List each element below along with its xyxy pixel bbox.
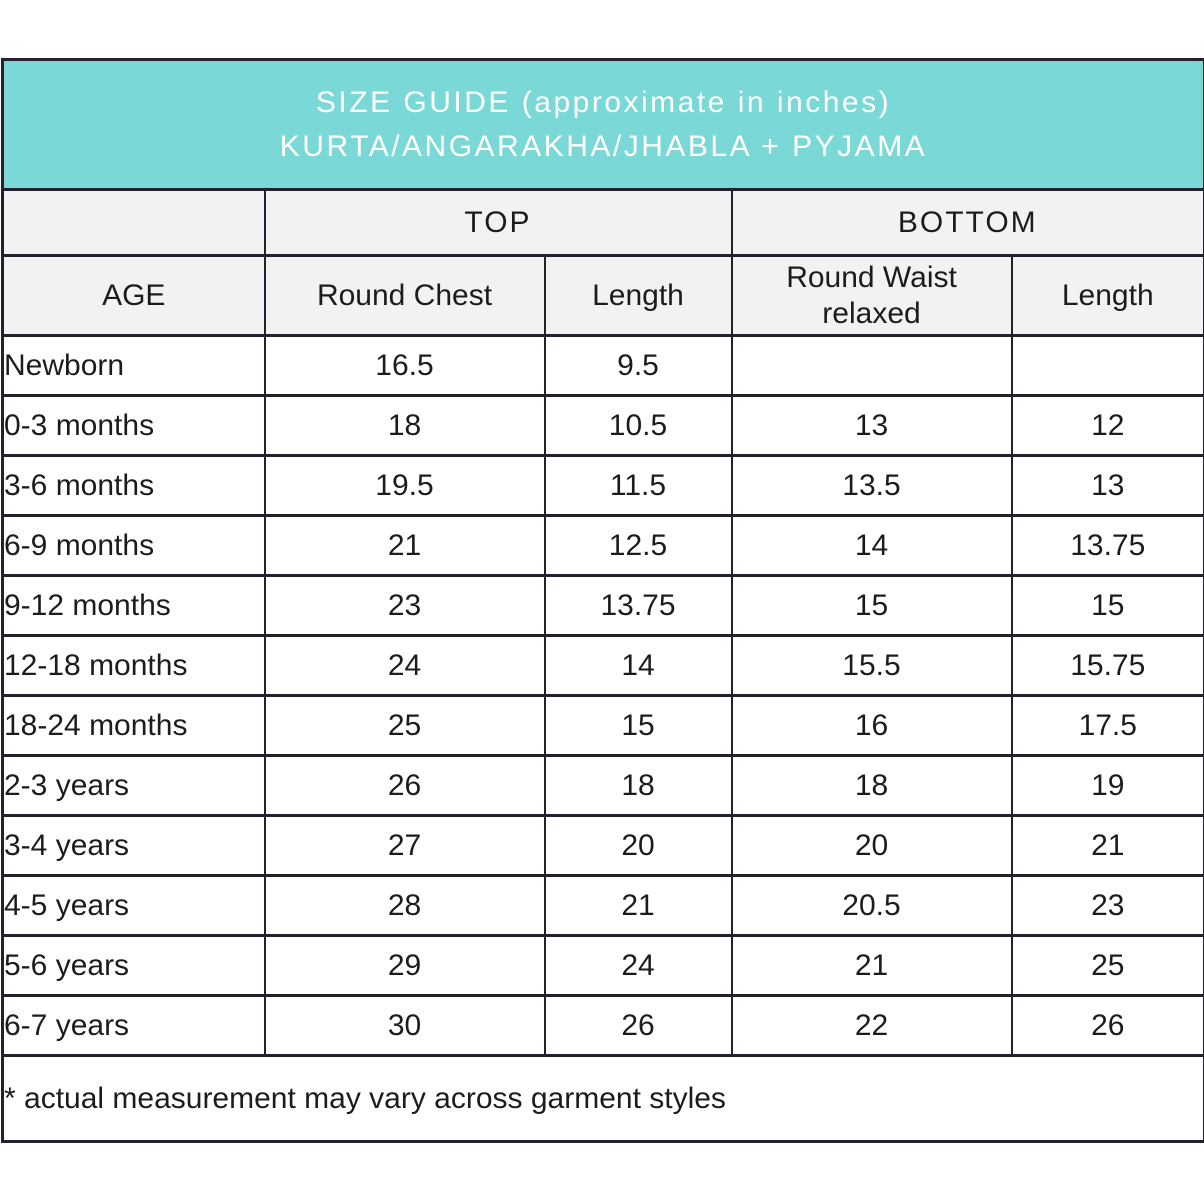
top-length-cell: 24 <box>543 934 733 997</box>
top-length-cell: 11.5 <box>543 454 733 517</box>
table-row-4-5-years: 4-5 years 28 21 20.5 23 <box>1 874 1204 937</box>
age-cell: 3-4 years <box>1 814 266 877</box>
age-cell: 9-12 months <box>1 574 266 637</box>
top-length-cell: 14 <box>543 634 733 697</box>
title-banner-row: SIZE GUIDE (approximate in inches) KURTA… <box>1 58 1204 191</box>
round-waist-cell: 13 <box>730 394 1013 457</box>
column-group-row: TOP BOTTOM <box>1 188 1204 257</box>
bottom-length-cell: 26 <box>1010 994 1204 1057</box>
top-length-cell: 13.75 <box>543 574 733 637</box>
round-chest-cell: 27 <box>263 814 546 877</box>
table-title: SIZE GUIDE (approximate in inches) <box>315 86 892 119</box>
age-cell: Newborn <box>1 334 266 397</box>
round-chest-cell: 25 <box>263 694 546 757</box>
age-cell: 6-9 months <box>1 514 266 577</box>
table-row-5-6-years: 5-6 years 29 24 21 25 <box>1 934 1204 997</box>
column-header-top-length: Length <box>543 254 733 337</box>
column-header-bottom-length: Length <box>1010 254 1204 337</box>
round-chest-cell: 30 <box>263 994 546 1057</box>
column-header-round-chest: Round Chest <box>263 254 546 337</box>
table-row-2-3-years: 2-3 years 26 18 18 19 <box>1 754 1204 817</box>
top-length-cell: 26 <box>543 994 733 1057</box>
footnote: * actual measurement may vary across gar… <box>1 1054 1204 1143</box>
table-row-3-6-months: 3-6 months 19.5 11.5 13.5 13 <box>1 454 1204 517</box>
footnote-row: * actual measurement may vary across gar… <box>1 1054 1204 1143</box>
bottom-length-cell: 13 <box>1010 454 1204 517</box>
top-length-cell: 18 <box>543 754 733 817</box>
round-waist-cell: 18 <box>730 754 1013 817</box>
column-header-age: AGE <box>1 254 266 337</box>
round-chest-cell: 24 <box>263 634 546 697</box>
round-chest-cell: 29 <box>263 934 546 997</box>
bottom-length-cell: 21 <box>1010 814 1204 877</box>
round-waist-cell: 22 <box>730 994 1013 1057</box>
column-group-top: TOP <box>263 188 733 257</box>
round-chest-cell: 28 <box>263 874 546 937</box>
round-chest-cell: 26 <box>263 754 546 817</box>
round-waist-cell: 20.5 <box>730 874 1013 937</box>
age-cell: 0-3 months <box>1 394 266 457</box>
column-group-bottom: BOTTOM <box>730 188 1204 257</box>
age-cell: 5-6 years <box>1 934 266 997</box>
column-header-round-waist: Round Waist relaxed <box>730 254 1013 337</box>
age-cell: 18-24 months <box>1 694 266 757</box>
top-length-cell: 15 <box>543 694 733 757</box>
top-length-cell: 10.5 <box>543 394 733 457</box>
bottom-length-cell: 12 <box>1010 394 1204 457</box>
bottom-length-cell <box>1010 334 1204 397</box>
empty-corner-cell <box>1 188 266 257</box>
bottom-length-cell: 17.5 <box>1010 694 1204 757</box>
round-waist-cell: 20 <box>730 814 1013 877</box>
top-length-cell: 21 <box>543 874 733 937</box>
table-row-6-9-months: 6-9 months 21 12.5 14 13.75 <box>1 514 1204 577</box>
table-row-3-4-years: 3-4 years 27 20 20 21 <box>1 814 1204 877</box>
round-waist-cell: 15 <box>730 574 1013 637</box>
bottom-length-cell: 25 <box>1010 934 1204 997</box>
round-waist-cell: 16 <box>730 694 1013 757</box>
column-header-row: AGE Round Chest Length Round Waist relax… <box>1 254 1204 337</box>
bottom-length-cell: 15.75 <box>1010 634 1204 697</box>
round-waist-cell: 14 <box>730 514 1013 577</box>
top-length-cell: 20 <box>543 814 733 877</box>
age-cell: 2-3 years <box>1 754 266 817</box>
round-chest-cell: 23 <box>263 574 546 637</box>
round-waist-cell: 21 <box>730 934 1013 997</box>
bottom-length-cell: 13.75 <box>1010 514 1204 577</box>
table-row-12-18-months: 12-18 months 24 14 15.5 15.75 <box>1 634 1204 697</box>
table-row-9-12-months: 9-12 months 23 13.75 15 15 <box>1 574 1204 637</box>
table-subtitle: KURTA/ANGARAKHA/JHABLA + PYJAMA <box>279 129 928 163</box>
table-row-0-3-months: 0-3 months 18 10.5 13 12 <box>1 394 1204 457</box>
title-banner: SIZE GUIDE (approximate in inches) KURTA… <box>1 58 1204 191</box>
column-header-round-waist-label: Round Waist relaxed <box>786 260 957 330</box>
round-waist-cell <box>730 334 1013 397</box>
round-chest-cell: 18 <box>263 394 546 457</box>
bottom-length-cell: 23 <box>1010 874 1204 937</box>
age-cell: 3-6 months <box>1 454 266 517</box>
round-waist-cell: 13.5 <box>730 454 1013 517</box>
top-length-cell: 12.5 <box>543 514 733 577</box>
bottom-length-cell: 15 <box>1010 574 1204 637</box>
age-cell: 6-7 years <box>1 994 266 1057</box>
age-cell: 12-18 months <box>1 634 266 697</box>
round-chest-cell: 16.5 <box>263 334 546 397</box>
table-row-newborn: Newborn 16.5 9.5 <box>1 334 1204 397</box>
table-row-6-7-years: 6-7 years 30 26 22 26 <box>1 994 1204 1057</box>
round-chest-cell: 19.5 <box>263 454 546 517</box>
round-waist-cell: 15.5 <box>730 634 1013 697</box>
bottom-length-cell: 19 <box>1010 754 1204 817</box>
age-cell: 4-5 years <box>1 874 266 937</box>
size-guide-table: SIZE GUIDE (approximate in inches) KURTA… <box>1 58 1204 1143</box>
top-length-cell: 9.5 <box>543 334 733 397</box>
round-chest-cell: 21 <box>263 514 546 577</box>
table-row-18-24-months: 18-24 months 25 15 16 17.5 <box>1 694 1204 757</box>
